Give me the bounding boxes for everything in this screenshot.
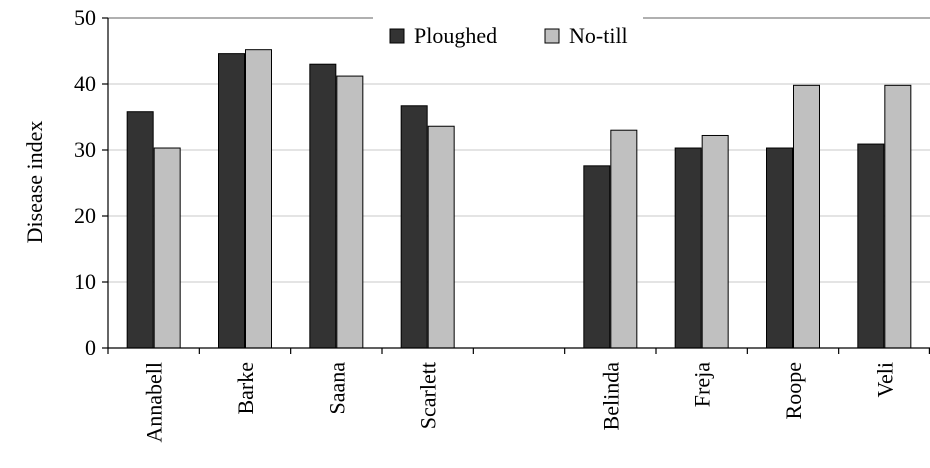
legend-item-ploughed: Ploughed [389, 23, 497, 48]
bar-ploughed [400, 105, 428, 349]
y-tick-label: 0 [85, 335, 96, 360]
legend-label: Ploughed [414, 23, 497, 48]
bar-ploughed [126, 111, 154, 349]
bar-ploughed [766, 147, 793, 349]
x-tick-labels: Annabell Barke Saana Scarlett Belinda Freja Ro… [142, 362, 898, 443]
x-tick-label: Veli [872, 362, 897, 397]
bar-no-till [884, 84, 912, 349]
bar-ploughed [309, 63, 337, 349]
bar-ploughed [857, 143, 885, 349]
bar-ploughed [583, 165, 611, 349]
bar-no-till [153, 147, 181, 349]
axes [102, 17, 930, 354]
x-tick-label: Freja [690, 362, 715, 407]
bar-no-till [701, 134, 729, 349]
bar-no-till [427, 125, 455, 349]
x-tick-label: Saana [324, 362, 349, 415]
y-tick-label: 10 [74, 269, 96, 294]
y-tick-label: 40 [74, 71, 96, 96]
legend-label: No-till [569, 23, 628, 48]
legend-swatch [389, 28, 405, 44]
bar-no-till [610, 129, 638, 349]
legend-swatch [544, 28, 560, 44]
bar-ploughed [674, 147, 702, 349]
legend: Ploughed No-till [389, 23, 628, 48]
bars [126, 49, 912, 349]
bar-no-till [793, 84, 820, 349]
y-tick-label: 20 [74, 203, 96, 228]
x-tick-label: Roope [781, 362, 806, 419]
bar-ploughed [218, 53, 245, 349]
bar-no-till [336, 75, 364, 349]
y-tick-labels: 0 10 20 30 40 50 [74, 5, 96, 360]
x-tick-label: Annabell [142, 362, 167, 443]
bar-no-till [245, 49, 272, 349]
x-tick-label: Scarlett [416, 362, 441, 429]
legend-item-no-till: No-till [544, 23, 628, 48]
x-tick-label: Barke [233, 362, 258, 415]
y-axis-label: Disease index [22, 121, 47, 244]
y-tick-label: 30 [74, 137, 96, 162]
x-tick-label: Belinda [598, 362, 623, 431]
y-tick-label: 50 [74, 5, 96, 30]
